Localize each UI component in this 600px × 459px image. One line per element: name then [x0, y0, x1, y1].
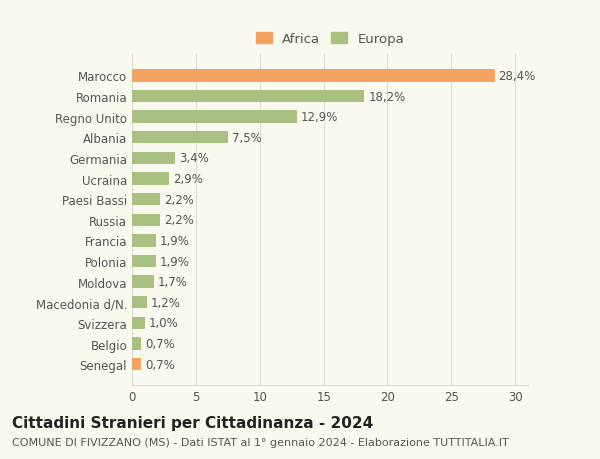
- Text: 28,4%: 28,4%: [499, 70, 536, 83]
- Bar: [132, 255, 156, 268]
- Bar: [132, 111, 297, 123]
- Text: 2,2%: 2,2%: [164, 193, 194, 206]
- Bar: [132, 358, 141, 370]
- Bar: [132, 235, 156, 247]
- Text: 2,2%: 2,2%: [164, 214, 194, 227]
- Text: 1,9%: 1,9%: [160, 235, 190, 247]
- Text: 3,4%: 3,4%: [179, 152, 209, 165]
- Bar: [132, 70, 495, 83]
- Bar: [132, 297, 148, 309]
- Text: Cittadini Stranieri per Cittadinanza - 2024: Cittadini Stranieri per Cittadinanza - 2…: [12, 415, 373, 430]
- Text: 0,7%: 0,7%: [145, 337, 175, 350]
- Bar: [132, 194, 160, 206]
- Bar: [132, 214, 160, 226]
- Bar: [132, 338, 141, 350]
- Bar: [132, 173, 169, 185]
- Text: 18,2%: 18,2%: [368, 90, 406, 103]
- Bar: [132, 276, 154, 288]
- Bar: [132, 91, 364, 103]
- Text: 1,0%: 1,0%: [149, 317, 178, 330]
- Text: 0,7%: 0,7%: [145, 358, 175, 371]
- Text: COMUNE DI FIVIZZANO (MS) - Dati ISTAT al 1° gennaio 2024 - Elaborazione TUTTITAL: COMUNE DI FIVIZZANO (MS) - Dati ISTAT al…: [12, 437, 509, 447]
- Text: 1,7%: 1,7%: [158, 275, 187, 289]
- Bar: [132, 152, 175, 165]
- Text: 1,9%: 1,9%: [160, 255, 190, 268]
- Text: 7,5%: 7,5%: [232, 132, 262, 145]
- Text: 12,9%: 12,9%: [301, 111, 338, 124]
- Bar: [132, 132, 228, 144]
- Bar: [132, 317, 145, 330]
- Legend: Africa, Europa: Africa, Europa: [252, 28, 408, 50]
- Text: 2,9%: 2,9%: [173, 173, 203, 185]
- Text: 1,2%: 1,2%: [151, 296, 181, 309]
